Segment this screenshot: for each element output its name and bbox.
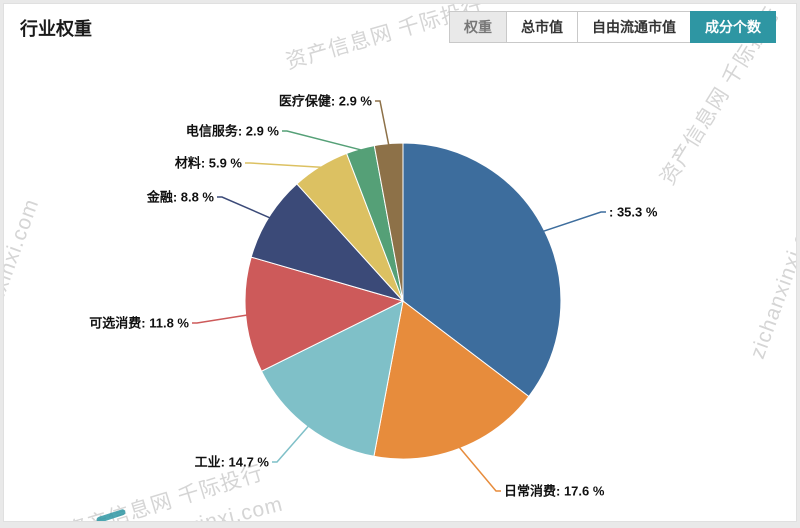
pie-slice-label: 材料: 5.9 % [175, 156, 243, 171]
industry-weight-panel: 资产信息网 千际投行 资产信息网 千际投行 zichanxinxi.com zi… [3, 3, 797, 522]
tab-total-market-cap[interactable]: 总市值 [506, 11, 578, 43]
tab-weight[interactable]: 权重 [449, 11, 507, 43]
tab-free-float-market-cap[interactable]: 自由流通市值 [577, 11, 691, 43]
pie-slice-label: 电信服务: 2.9 % [186, 124, 280, 139]
pie-label-line [192, 314, 247, 324]
pie-label-line [375, 100, 390, 145]
pie-slice-label: 金融: 8.8 % [146, 190, 215, 205]
pie-slice-label: : 35.3 % [609, 205, 658, 220]
pie-label-line [272, 425, 309, 463]
metric-tab-group: 权重 总市值 自由流通市值 成分个数 [449, 11, 776, 43]
pie-label-line [217, 196, 271, 219]
pie-slice-label: 日常消费: 17.6 % [504, 484, 605, 499]
tab-constituent-count[interactable]: 成分个数 [690, 11, 776, 43]
pie-slice-label: 工业: 14.7 % [195, 455, 270, 470]
pie-chart: : 35.3 % 日常消费: 17.6 % 工业: 14.7 % 可选消费: 11.8… [89, 94, 658, 499]
pie-label-line [543, 211, 606, 232]
pie-slice-label: 可选消费: 11.8 % [89, 316, 189, 331]
pie-label-line [458, 447, 501, 492]
pie-slice-label: 医疗保健: 2.9 % [279, 94, 373, 109]
page-title: 行业权重 [20, 19, 92, 39]
pie-label-line [282, 130, 361, 151]
pie-label-line [245, 162, 321, 168]
